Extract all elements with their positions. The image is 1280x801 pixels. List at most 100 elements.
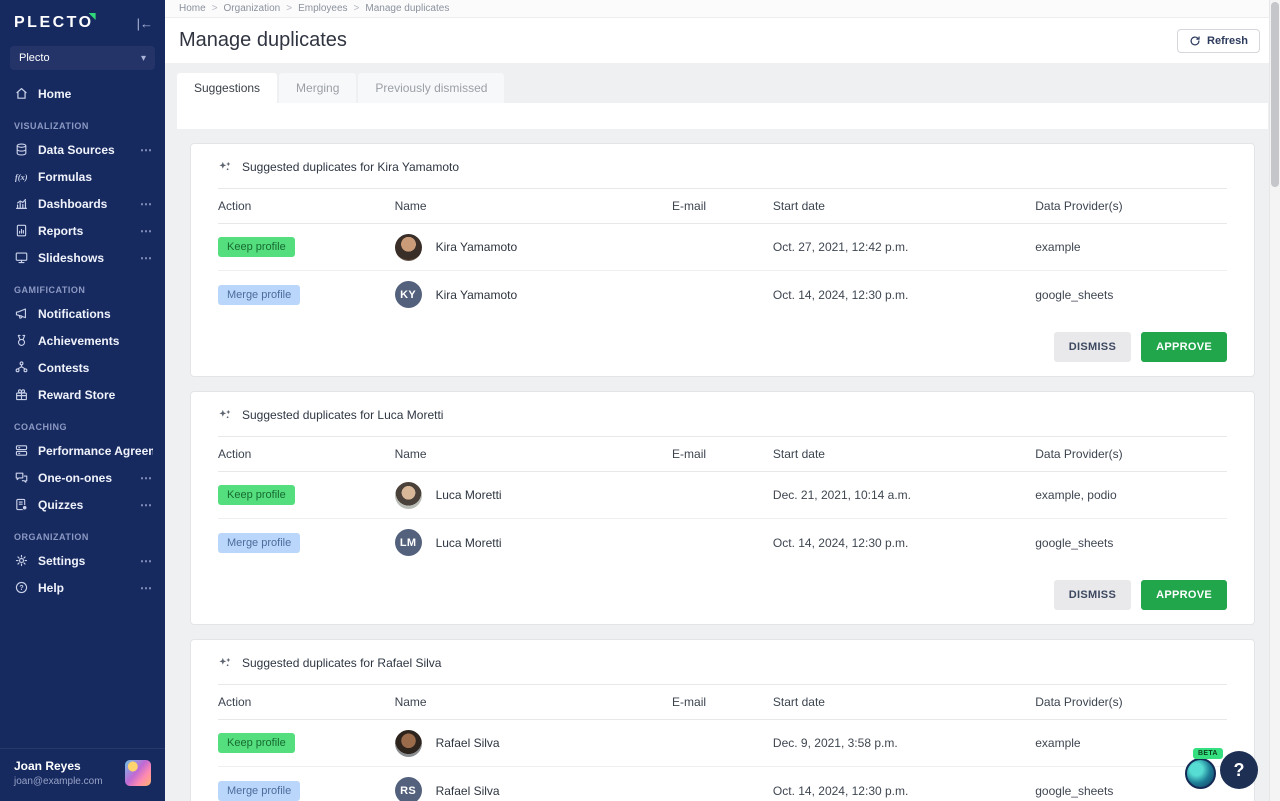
data-providers-value: example — [1035, 240, 1081, 254]
sidebar-item-label: Settings — [38, 553, 86, 568]
breadcrumb-employees[interactable]: Employees — [298, 3, 348, 14]
sidebar-item-achievements[interactable]: Achievements — [0, 327, 165, 354]
sidebar-item-one-on-ones[interactable]: One-on-ones ⋯ — [0, 464, 165, 491]
initials-avatar: LM — [394, 529, 422, 556]
megaphone-icon — [14, 306, 29, 321]
duplicate-card-luca-moretti: Suggested duplicates for Luca Moretti Ac… — [190, 391, 1255, 625]
sidebar-item-label: Home — [38, 86, 72, 101]
breadcrumb-organization[interactable]: Organization — [223, 3, 281, 14]
column-header-action: Action — [218, 695, 252, 709]
sparkles-icon — [219, 409, 231, 419]
merge-profile-badge: Merge profile — [218, 780, 301, 801]
ellipsis-icon[interactable]: ⋯ — [140, 196, 153, 211]
ellipsis-icon[interactable]: ⋯ — [140, 553, 153, 568]
profile-name: Rafael Silva — [435, 736, 500, 750]
sidebar-item-slideshows[interactable]: Slideshows ⋯ — [0, 244, 165, 271]
sidebar-item-label: Help — [38, 580, 65, 595]
organization-selector-value: Plecto — [19, 52, 50, 64]
start-date-value: Oct. 27, 2021, 12:42 p.m. — [772, 240, 909, 254]
profile-name: Rafael Silva — [435, 783, 500, 798]
sidebar-item-label: Formulas — [38, 169, 93, 184]
sidebar-item-label: Data Sources — [38, 142, 115, 157]
section-label-organization: ORGANIZATION — [14, 532, 89, 542]
profile-name: Luca Moretti — [435, 535, 502, 550]
main-area: Home > Organization > Employees > Manage… — [165, 0, 1280, 801]
gear-icon — [14, 553, 29, 568]
initials-avatar: RS — [394, 777, 422, 801]
ellipsis-icon[interactable]: ⋯ — [140, 580, 153, 595]
collapse-sidebar-icon[interactable]: |← — [136, 15, 153, 31]
report-icon — [14, 223, 29, 238]
initials-avatar: KY — [394, 281, 422, 308]
refresh-label: Refresh — [1207, 34, 1248, 47]
scrollbar-thumb[interactable] — [1271, 2, 1279, 187]
tab-merging[interactable]: Merging — [279, 73, 357, 103]
keep-profile-badge: Keep profile — [218, 237, 295, 257]
formula-icon: f(x) — [14, 169, 29, 184]
column-header-email: E-mail — [672, 199, 707, 213]
ellipsis-icon[interactable]: ⋯ — [140, 497, 153, 512]
keep-profile-badge: Keep profile — [218, 733, 295, 753]
sidebar-item-reports[interactable]: Reports ⋯ — [0, 217, 165, 244]
refresh-button[interactable]: Refresh — [1177, 28, 1260, 53]
tab-suggestions[interactable]: Suggestions — [177, 73, 278, 103]
sidebar-item-help[interactable]: ? Help ⋯ — [0, 574, 165, 601]
organization-selector[interactable]: Plecto ▾ — [10, 46, 155, 70]
sidebar-item-notifications[interactable]: Notifications — [0, 300, 165, 327]
dismiss-button[interactable]: DISMISS — [1053, 332, 1132, 362]
dismiss-button[interactable]: DISMISS — [1053, 580, 1132, 610]
table-row: Merge profile LM Luca Moretti Oct. 14, 2… — [218, 519, 1227, 566]
ellipsis-icon[interactable]: ⋯ — [140, 250, 153, 265]
sidebar-item-reward-store[interactable]: Reward Store — [0, 381, 165, 408]
table-row: Merge profile KY Kira Yamamoto Oct. 14, … — [218, 271, 1227, 318]
table-header-row: Action Name E-mail Start date Data Provi… — [218, 684, 1227, 720]
sidebar-item-label: One-on-ones — [38, 470, 112, 485]
sidebar-item-dashboards[interactable]: Dashboards ⋯ — [0, 190, 165, 217]
help-fab-button[interactable]: ? — [1220, 751, 1258, 789]
ellipsis-icon[interactable]: ⋯ — [140, 142, 153, 157]
approve-button[interactable]: APPROVE — [1141, 332, 1227, 362]
user-name: Joan Reyes — [14, 759, 81, 773]
ellipsis-icon[interactable]: ⋯ — [140, 470, 153, 485]
start-date-value: Oct. 14, 2024, 12:30 p.m. — [772, 783, 909, 798]
svg-text:f(x): f(x) — [15, 172, 28, 182]
sidebar-item-performance-agreements[interactable]: Performance Agreements — [0, 437, 165, 464]
breadcrumb-home[interactable]: Home — [179, 3, 206, 14]
profile-photo — [394, 233, 422, 261]
ellipsis-icon[interactable]: ⋯ — [140, 223, 153, 238]
approve-button[interactable]: APPROVE — [1141, 580, 1227, 610]
column-header-action: Action — [218, 447, 252, 461]
sidebar-item-quizzes[interactable]: Quizzes ⋯ — [0, 491, 165, 518]
data-providers-value: google_sheets — [1035, 783, 1114, 798]
page-scrollbar[interactable] — [1269, 0, 1280, 801]
breadcrumb-manage-duplicates: Manage duplicates — [365, 3, 450, 14]
sparkles-icon — [219, 657, 231, 667]
section-label-coaching: COACHING — [14, 422, 67, 432]
data-providers-value: example — [1035, 736, 1081, 750]
sidebar-item-label: Performance Agreements — [38, 443, 153, 458]
logo-text: PLECTO — [14, 14, 94, 31]
sidebar-item-home[interactable]: Home — [0, 80, 165, 107]
card-title: Suggested duplicates for Luca Moretti — [242, 408, 444, 422]
user-panel[interactable]: Joan Reyes joan@example.com — [0, 748, 165, 801]
merge-profile-badge: Merge profile — [218, 284, 301, 305]
sidebar-item-contests[interactable]: Contests — [0, 354, 165, 381]
plecto-logo: PLECTO — [14, 13, 96, 32]
sidebar-item-formulas[interactable]: f(x) Formulas — [0, 163, 165, 190]
column-header-data-providers: Data Provider(s) — [1035, 447, 1123, 461]
profile-name: Kira Yamamoto — [435, 287, 518, 302]
sidebar-item-data-sources[interactable]: Data Sources ⋯ — [0, 136, 165, 163]
sidebar-item-label: Slideshows — [38, 250, 105, 265]
assistant-avatar-button[interactable]: BETA — [1185, 748, 1223, 789]
sidebar-item-settings[interactable]: Settings ⋯ — [0, 547, 165, 574]
column-header-email: E-mail — [672, 695, 707, 709]
column-header-data-providers: Data Provider(s) — [1035, 695, 1123, 709]
logo-accent-mark — [88, 13, 96, 20]
tab-previously-dismissed[interactable]: Previously dismissed — [358, 73, 505, 103]
user-email: joan@example.com — [14, 776, 103, 787]
question-mark-icon: ? — [1233, 759, 1245, 780]
sparkles-icon — [219, 161, 231, 171]
table-row: Merge profile RS Rafael Silva Oct. 14, 2… — [218, 767, 1227, 801]
beta-badge: BETA — [1193, 748, 1223, 759]
